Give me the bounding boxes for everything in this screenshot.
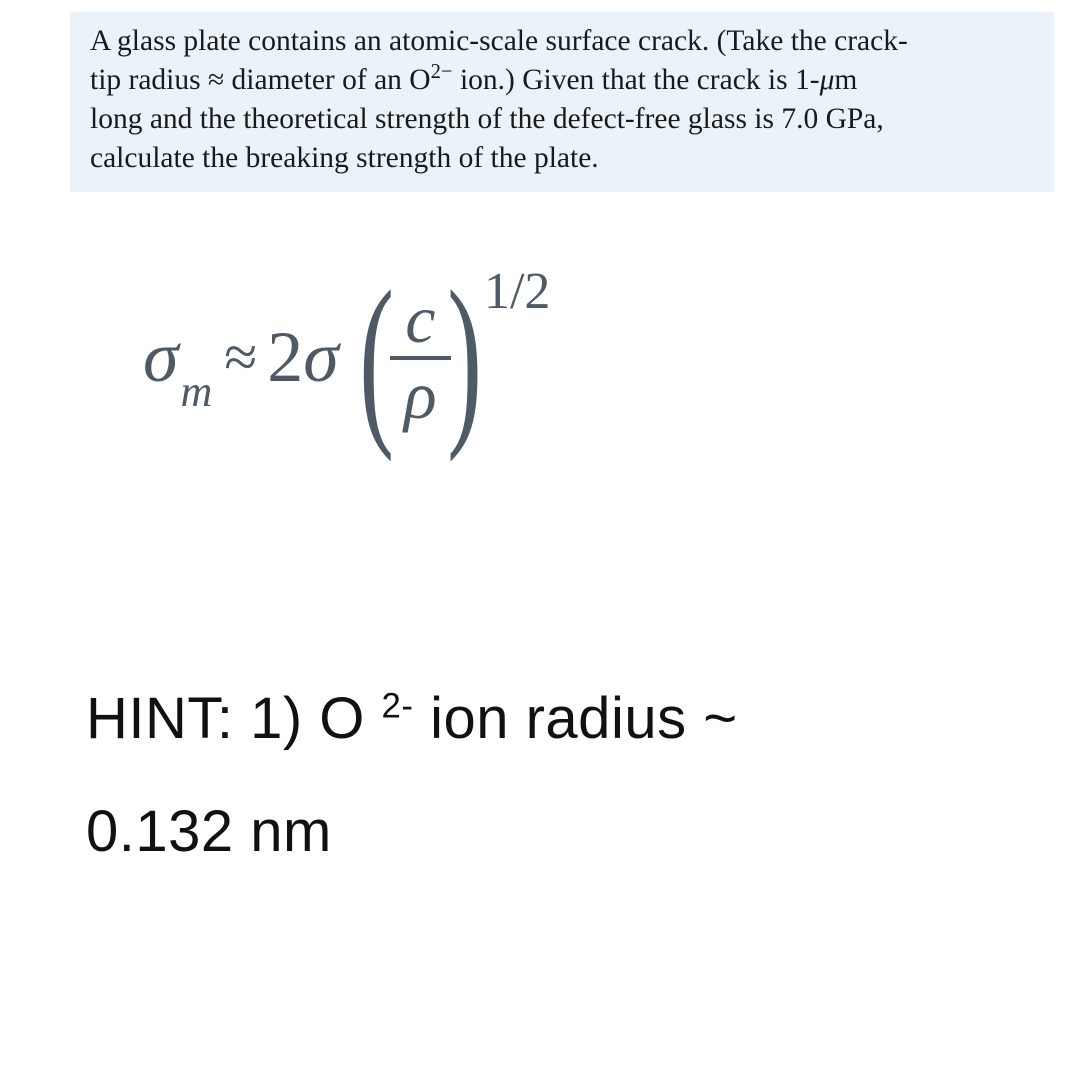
problem-line-2a: tip radius ≈ diameter of an O xyxy=(90,64,431,96)
approx-symbol: ≈ xyxy=(224,323,257,392)
numerator-c: c xyxy=(391,284,449,355)
left-paren: ( xyxy=(359,282,394,434)
denominator-rho: ρ xyxy=(390,360,451,431)
stress-formula: σm ≈ 2σ ( c ρ ) 1/2 xyxy=(143,282,1062,532)
sigma-m: σm xyxy=(143,316,212,399)
formula-row: σm ≈ 2σ ( c ρ ) 1/2 xyxy=(143,282,1062,434)
problem-line-2b: ion.) Given that the crack is 1- xyxy=(453,64,820,96)
subscript-m: m xyxy=(181,366,213,417)
hint-mid: ion radius ~ xyxy=(413,686,737,751)
problem-line-2c: m xyxy=(834,64,857,96)
problem-line-3: long and the theoretical strength of the… xyxy=(90,103,884,135)
hint-block: HINT: 1) O 2- ion radius ~ 0.132 nm xyxy=(86,662,1062,888)
hint-prefix: HINT: 1) O xyxy=(86,686,382,751)
sigma-symbol: σ xyxy=(143,316,179,399)
coefficient-2: 2 xyxy=(267,316,303,399)
problem-statement: A glass plate contains an atomic-scale s… xyxy=(70,12,1054,192)
mu-symbol: μ xyxy=(820,64,835,96)
page-root: A glass plate contains an atomic-scale s… xyxy=(0,0,1080,1079)
sigma-symbol-2: σ xyxy=(303,316,339,399)
hint-superscript: 2- xyxy=(382,686,414,725)
problem-line-1: A glass plate contains an atomic-scale s… xyxy=(90,25,908,57)
problem-line-4: calculate the breaking strength of the p… xyxy=(90,142,599,174)
fraction: c ρ xyxy=(390,284,451,431)
parenthesized-fraction: ( c ρ ) xyxy=(345,282,496,434)
o2-superscript: 2− xyxy=(431,61,453,83)
right-paren: ) xyxy=(447,282,482,434)
hint-value: 0.132 nm xyxy=(86,799,332,864)
